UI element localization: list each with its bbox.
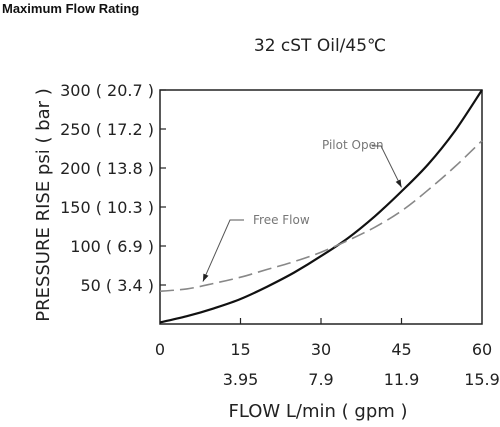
plot-border <box>159 89 483 325</box>
x-tick-label: 15 <box>230 340 250 359</box>
annotation-leader-free-flow <box>202 219 244 282</box>
series-line-free-flow <box>159 140 483 292</box>
x-tick-label: 45 <box>391 340 411 359</box>
x-tick-sublabel: 7.9 <box>308 370 333 389</box>
chart-title: 32 cST Oil/45℃ <box>254 36 386 56</box>
x-tick-sublabel: 3.95 <box>223 370 259 389</box>
annotation-pilot-open: Pilot Open <box>322 138 384 152</box>
x-tick-sublabel: 11.9 <box>384 370 420 389</box>
x-tick-sublabel: 15.9 <box>464 370 500 389</box>
x-axis-ticks: 0 15 3.95 30 7.9 45 11.9 60 15.9 <box>155 318 500 389</box>
y-tick-label: 200 ( 13.8 ) <box>60 159 154 178</box>
y-tick-label: 250 ( 17.2 ) <box>60 120 154 139</box>
x-tick-label: 30 <box>311 340 331 359</box>
series-layer <box>159 89 483 324</box>
plot-frame <box>159 89 483 325</box>
y-axis-ticks: 50 ( 3.4 ) 100 ( 6.9 ) 150 ( 10.3 ) 200 ( 1… <box>60 81 166 295</box>
x-tick-label: 0 <box>155 340 165 359</box>
annotation-arrowhead-free-flow <box>202 273 209 282</box>
annotation-layer: Pilot Open Free Flow <box>202 138 402 282</box>
annotation-arrowhead-pilot-open <box>395 179 402 188</box>
x-tick-label: 60 <box>472 340 492 359</box>
page-title: Maximum Flow Rating <box>2 1 140 16</box>
y-tick-label: 300 ( 20.7 ) <box>60 81 154 100</box>
y-axis-label: PRESSURE RISE psi ( bar ) <box>33 88 54 322</box>
y-tick-label: 50 ( 3.4 ) <box>80 276 154 295</box>
series-line-pilot-open <box>159 89 483 324</box>
x-axis-label: FLOW L/min ( gpm ) <box>228 401 407 422</box>
annotation-free-flow: Free Flow <box>253 213 310 227</box>
y-tick-label: 150 ( 10.3 ) <box>60 198 154 217</box>
annotation-leader-pilot-open <box>372 145 402 188</box>
y-tick-label: 100 ( 6.9 ) <box>70 237 154 256</box>
